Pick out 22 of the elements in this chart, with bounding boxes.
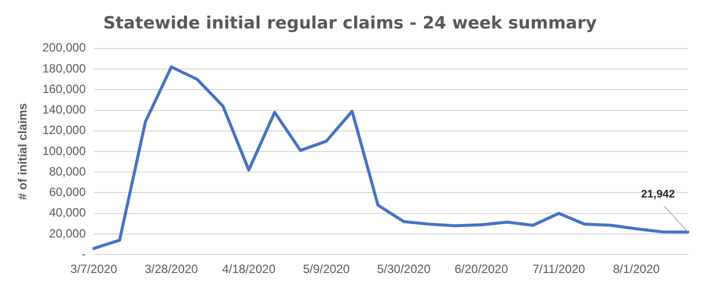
x-tick-label: 8/1/2020 xyxy=(612,262,660,276)
y-tick-label: 20,000 xyxy=(49,226,86,240)
x-tick-label: 5/30/2020 xyxy=(377,262,431,276)
x-tick-label: 6/20/2020 xyxy=(454,262,508,276)
y-tick-label: - xyxy=(82,246,86,261)
x-tick-label: 3/7/2020 xyxy=(70,262,118,276)
y-tick-label: 180,000 xyxy=(42,61,86,76)
x-tick-label: 4/18/2020 xyxy=(222,262,276,276)
y-axis-title: # of initial claims xyxy=(16,102,30,200)
x-tick-label: 3/28/2020 xyxy=(144,262,198,276)
y-tick-label: 140,000 xyxy=(42,102,86,117)
x-tick-label: 7/11/2020 xyxy=(532,262,586,276)
y-tick-label: 80,000 xyxy=(49,164,86,178)
y-tick-label: 60,000 xyxy=(49,185,86,200)
chart-title: Statewide initial regular claims - 24 week summary xyxy=(103,14,597,34)
y-tick-label: 160,000 xyxy=(42,82,86,96)
x-tick-label: 5/9/2020 xyxy=(302,262,350,276)
data-label: 21,942 xyxy=(641,188,675,201)
y-tick-label: 100,000 xyxy=(42,144,86,158)
y-tick-label: 200,000 xyxy=(42,40,86,55)
y-tick-label: 40,000 xyxy=(49,206,86,220)
y-tick-label: 120,000 xyxy=(42,123,86,138)
